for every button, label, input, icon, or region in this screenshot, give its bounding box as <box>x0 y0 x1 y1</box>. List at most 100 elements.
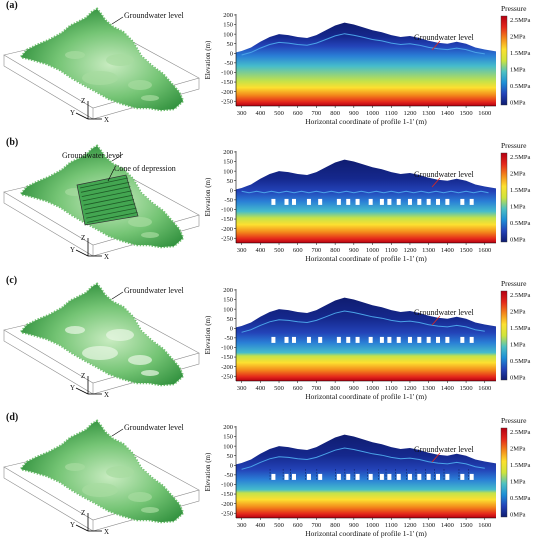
well-line <box>87 212 138 223</box>
colorbar-label: 1MPa <box>510 342 526 349</box>
x-axis-title: Horizontal coordinate of profile 1-1' (m… <box>305 392 427 401</box>
y-tick-label: -250 <box>221 510 233 517</box>
surface-patch <box>141 507 159 513</box>
x-tick-label: 1100 <box>385 110 398 117</box>
profile-label-leader <box>431 177 441 188</box>
well-marker <box>445 473 450 480</box>
colorbar-label: 2MPa <box>510 171 526 178</box>
colorbar-label: 0.5MPa <box>510 358 531 365</box>
colorbar <box>500 15 508 106</box>
x-tick-label: 500 <box>274 247 284 254</box>
surface-patch <box>128 80 152 90</box>
y-tick-label: 0 <box>230 50 233 57</box>
panel-letter: (a) <box>6 0 18 11</box>
surface-patch <box>82 346 118 360</box>
x-tick-label: 600 <box>293 522 303 529</box>
map-label-cone: Cone of depression <box>114 164 176 173</box>
x-tick-label: 1500 <box>460 247 473 254</box>
panel-letter: (d) <box>6 412 19 423</box>
x-tick-label: 1000 <box>366 247 379 254</box>
well-marker <box>368 198 373 205</box>
x-tick-label: 500 <box>274 110 284 117</box>
groundwater-line <box>241 190 489 194</box>
colorbar-label: 2.5MPa <box>510 154 531 161</box>
well-marker <box>436 198 441 205</box>
profile-plot: Groundwater level200150100500-50-100-150… <box>204 416 531 538</box>
x-tick-label: 800 <box>330 385 340 392</box>
profile-plot: Groundwater level200150100500-50-100-150… <box>204 141 531 263</box>
y-tick-label: 100 <box>223 168 233 175</box>
x-tick-label: 400 <box>255 385 265 392</box>
colorbar-label: 0MPa <box>510 237 526 244</box>
well-marker <box>417 473 422 480</box>
x-tick-label: 900 <box>349 522 359 529</box>
x-tick-label: 500 <box>274 522 284 529</box>
well-marker <box>336 473 341 480</box>
x-tick-label: 1100 <box>385 247 398 254</box>
well-line <box>81 186 131 197</box>
x-tick-label: 400 <box>255 522 265 529</box>
y-tick-label: 0 <box>230 325 233 332</box>
colorbar-label: 1.5MPa <box>510 325 531 332</box>
colorbar-label: 0.5MPa <box>510 220 531 227</box>
well-marker <box>426 473 431 480</box>
well-marker <box>379 473 384 480</box>
x-tick-label: 1400 <box>441 522 454 529</box>
well-marker <box>396 198 401 205</box>
map-label-groundwater: Groundwater level <box>124 11 185 20</box>
well-line <box>82 190 132 202</box>
profile-label-leader <box>431 315 441 326</box>
x-tick-label: 300 <box>237 522 247 529</box>
y-tick-label: 200 <box>223 12 233 19</box>
well-marker <box>379 336 384 343</box>
z-axis-label: Z <box>81 372 85 380</box>
colorbar-label: 1MPa <box>510 479 526 486</box>
well-marker <box>387 336 392 343</box>
y-axis-line <box>75 249 89 257</box>
y-tick-label: 100 <box>223 306 233 313</box>
panel-c: (c) Z Y X Groundwater level Groundwater level… <box>0 275 539 412</box>
x-tick-label: 900 <box>349 385 359 392</box>
map-label-leader <box>111 153 124 162</box>
y-tick-label: -150 <box>221 216 233 223</box>
x-axis-title: Horizontal coordinate of profile 1-1' (m… <box>305 117 427 126</box>
profile-label-groundwater: Groundwater level <box>414 170 475 179</box>
well-marker <box>426 198 431 205</box>
surface-patch <box>141 232 159 238</box>
surface-patch <box>128 355 152 365</box>
well-marker <box>271 336 276 343</box>
x-tick-label: 1600 <box>478 385 491 392</box>
profile-label-groundwater: Groundwater level <box>414 445 475 454</box>
x-tick-label: 1400 <box>441 385 454 392</box>
pressure-field <box>236 159 496 243</box>
x-tick-label: 700 <box>312 385 322 392</box>
panel-b: (b) Z Y X Groundwater level Cone of depressio… <box>0 137 539 274</box>
x-tick-label: 1300 <box>422 247 435 254</box>
panel-letter: (c) <box>6 275 18 286</box>
well-marker <box>284 473 289 480</box>
well-marker <box>355 473 360 480</box>
colorbar-label: 0.5MPa <box>510 83 531 90</box>
aquifer-surface <box>21 284 183 385</box>
well-marker <box>336 336 341 343</box>
surface-patch <box>65 326 85 334</box>
surface-patch <box>65 51 85 59</box>
well-marker <box>436 473 441 480</box>
well-marker <box>291 198 296 205</box>
x-tick-label: 1600 <box>478 110 491 117</box>
y-tick-label: 150 <box>223 297 233 304</box>
surface-patch <box>128 217 152 227</box>
colorbar-label: 2MPa <box>510 446 526 453</box>
x-tick-label: 1300 <box>422 110 435 117</box>
x-tick-label: 600 <box>293 385 303 392</box>
y-axis-label: Y <box>70 384 75 392</box>
well-marker <box>318 473 323 480</box>
well-marker <box>417 198 422 205</box>
aquifer-surface <box>21 9 183 110</box>
well-marker <box>460 198 465 205</box>
well-line <box>80 181 130 193</box>
z-axis-label: Z <box>81 97 85 105</box>
y-tick-label: -200 <box>221 364 233 371</box>
x-tick-label: 1300 <box>422 385 435 392</box>
map-label-leader <box>111 428 124 437</box>
